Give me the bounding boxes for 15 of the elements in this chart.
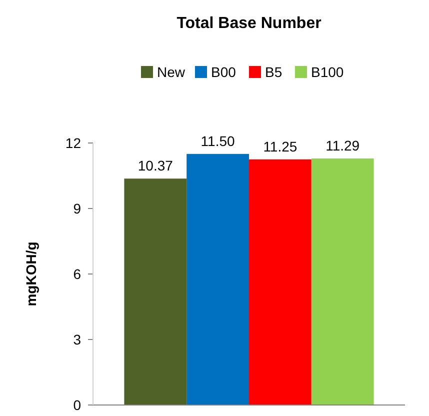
y-tick-label: 3 <box>73 332 82 348</box>
data-label: 11.29 <box>326 138 360 154</box>
data-label: 11.50 <box>200 132 236 149</box>
legend-label: B5 <box>265 64 282 80</box>
data-label: 11.25 <box>263 138 298 154</box>
data-label: 10.37 <box>138 158 174 174</box>
legend-label: New <box>157 64 186 80</box>
y-tick-label: 12 <box>65 135 82 151</box>
chart-title: Total Base Number <box>176 15 322 32</box>
y-axis-title: mgKOH/g <box>23 242 39 306</box>
legend-label: B100 <box>311 64 344 80</box>
y-tick-label: 9 <box>73 200 82 216</box>
y-tick-label: 0 <box>73 397 82 413</box>
legend-label: B00 <box>211 64 236 80</box>
y-tick-label: 6 <box>73 266 82 282</box>
